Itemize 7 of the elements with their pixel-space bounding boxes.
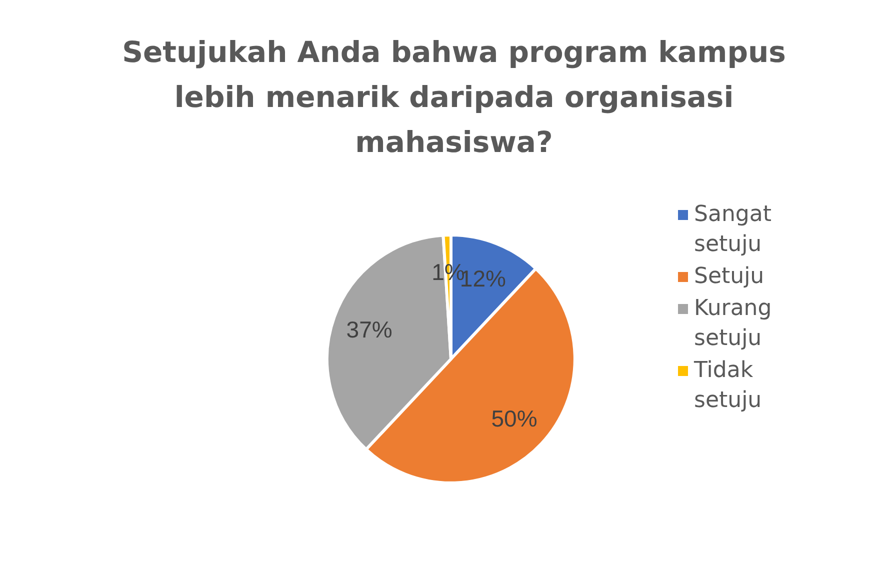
legend-label: Tidak setuju: [694, 357, 763, 415]
data-label: 50%: [491, 405, 538, 432]
data-label: 37%: [346, 316, 392, 343]
chart-title: Setujukah Anda bahwa program kampus lebih menarik daripada organisasi mahasiswa?: [121, 34, 787, 161]
legend-label: Setuju: [694, 263, 766, 291]
legend-label: Kurang setuju: [694, 295, 773, 353]
legend-label: Sangat setuju: [694, 201, 772, 259]
